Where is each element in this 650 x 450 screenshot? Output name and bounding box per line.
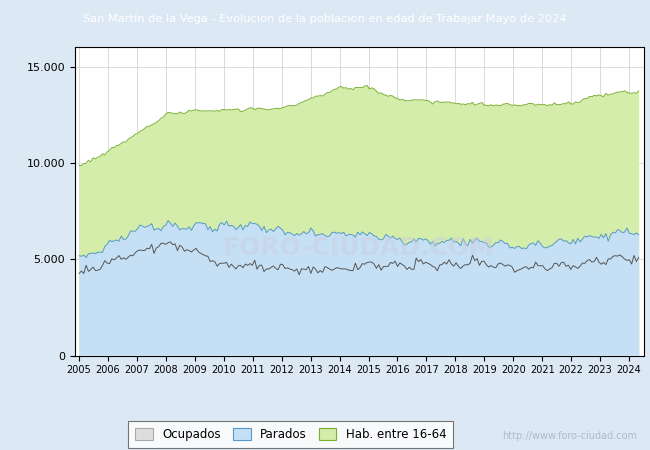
Text: San Martín de la Vega - Evolucion de la poblacion en edad de Trabajar Mayo de 20: San Martín de la Vega - Evolucion de la … xyxy=(83,14,567,24)
Text: http://www.foro-ciudad.com: http://www.foro-ciudad.com xyxy=(502,431,637,441)
Text: FORO-CIUDAD.COM: FORO-CIUDAD.COM xyxy=(223,236,495,260)
Legend: Ocupados, Parados, Hab. entre 16-64: Ocupados, Parados, Hab. entre 16-64 xyxy=(128,421,454,448)
